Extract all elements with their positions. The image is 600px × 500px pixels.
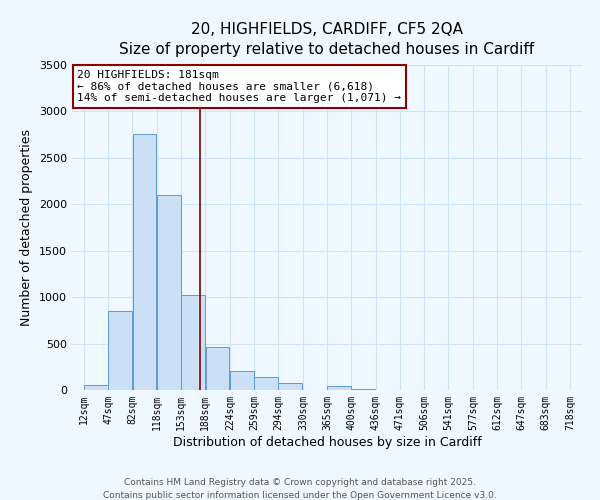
Bar (109, 311, 132, 390)
Text: Contains HM Land Registry data © Crown copyright and database right 2025.
Contai: Contains HM Land Registry data © Crown c… (103, 478, 497, 500)
Bar (254, 376, 278, 390)
Bar (230, 370, 254, 390)
Bar (352, 388, 375, 390)
Y-axis label: Number of detached properties: Number of detached properties (20, 129, 34, 326)
X-axis label: Distribution of detached houses by size in Cardiff: Distribution of detached houses by size … (173, 436, 481, 448)
Bar (206, 348, 229, 390)
Bar (157, 195, 181, 390)
Bar (328, 386, 351, 390)
Title: 20, HIGHFIELDS, CARDIFF, CF5 2QA
Size of property relative to detached houses in: 20, HIGHFIELDS, CARDIFF, CF5 2QA Size of… (119, 22, 535, 57)
Bar (278, 383, 302, 390)
Bar (181, 296, 205, 390)
Bar (85, 385, 108, 390)
Text: 20 HIGHFIELDS: 181sqm
← 86% of detached houses are smaller (6,618)
14% of semi-d: 20 HIGHFIELDS: 181sqm ← 86% of detached … (77, 70, 401, 103)
Bar (133, 134, 156, 390)
